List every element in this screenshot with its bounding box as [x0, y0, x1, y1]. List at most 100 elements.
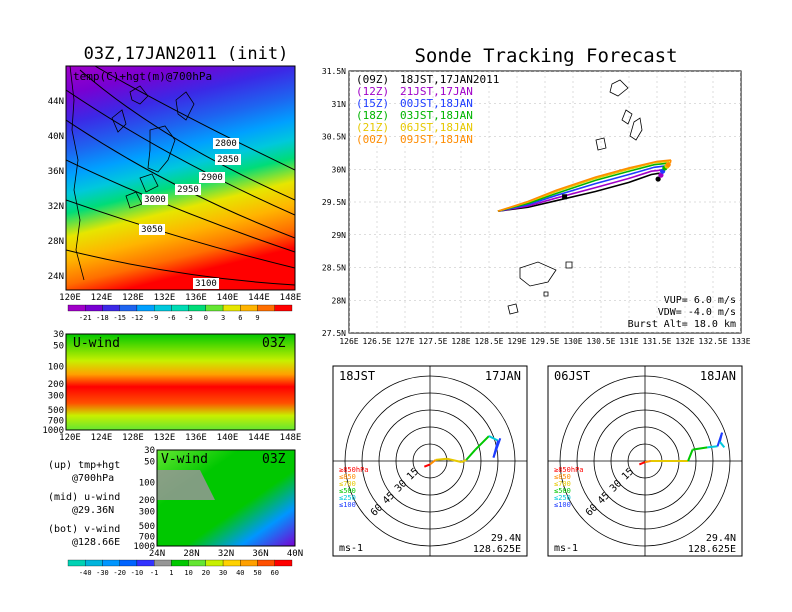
temp-field [66, 66, 295, 290]
hodo-left-date: 17JAN [485, 369, 521, 383]
u-lon-label: 124E [91, 433, 113, 443]
note-mid-2: @29.36N [72, 505, 114, 516]
legend-code: (09Z) [356, 73, 389, 86]
temp-lon-label: 124E [91, 293, 113, 303]
hodo-segment [644, 460, 651, 464]
wind-colorbar-swatch [257, 559, 275, 567]
hodo-level-legend: ≤500 [554, 487, 571, 495]
hodo-segment [423, 463, 431, 468]
track-lon-label: 133E [731, 337, 750, 346]
u-lon-label: 136E [185, 433, 207, 443]
wind-colorbar-swatch [119, 559, 138, 567]
u-level-label: 300 [48, 391, 64, 401]
temp-lon-label: 132E [154, 293, 176, 303]
hodo-right-lat: 29.4N [706, 533, 736, 544]
temp-colorbar-swatch [102, 304, 120, 312]
temp-colorbar-swatch [240, 304, 258, 312]
contour-label-text: 2800 [215, 139, 237, 149]
wind-colorbar-label: 10 [184, 569, 192, 577]
wind-colorbar-label: -30 [96, 569, 109, 577]
v-level-label: 30 [144, 446, 155, 456]
u-lon-label: 120E [59, 433, 81, 443]
u-lon-label: 128E [122, 433, 144, 443]
side-notes: (up) tmp+hgt @700hPa (mid) u-wind @29.36… [48, 460, 120, 548]
wind-colorbar-label: -1 [150, 569, 158, 577]
temp-lon-label: 120E [59, 293, 81, 303]
legend-entry: (12Z) 21JST,17JAN [356, 85, 473, 98]
track-lon-label: 129.5E [531, 337, 560, 346]
temp-colorbar-swatch [171, 304, 189, 312]
hodo-level-legend: ≥850hPa [554, 466, 584, 474]
u-level-label: 100 [48, 363, 64, 373]
wind-colorbar-swatch [171, 559, 189, 567]
temp-colorbar-swatch [257, 304, 275, 312]
track-lon-label: 126.5E [363, 337, 392, 346]
tracking-params: VUP= 6.0 m/s VDW= -4.0 m/s Burst Alt= 18… [628, 295, 736, 330]
contour-label: 3000 [142, 194, 168, 205]
wind-colorbar-swatch [274, 559, 293, 567]
v-lat-label: 24N [149, 549, 165, 559]
temp-colorbar-label: -9 [150, 314, 158, 322]
wind-colorbar-swatch [188, 559, 206, 567]
hodo-left-time: 18JST [339, 369, 375, 383]
legend-time: 03JST,18JAN [400, 109, 473, 122]
temp-colorbar-label: -21 [79, 314, 92, 322]
v-level-label: 200 [139, 496, 155, 506]
track-lon-label: 130E [563, 337, 582, 346]
hodo-segment [446, 457, 462, 464]
hodo-level-legend: ≤100 [339, 501, 356, 509]
wind-colorbar-swatch [102, 559, 120, 567]
u-wind-lon-labels: 120E 124E 128E 132E 136E 140E 144E 148E [59, 433, 301, 443]
track-lat-label: 28.5N [322, 264, 346, 273]
wind-colorbar-swatch [67, 559, 86, 567]
track-lat-label: 30N [332, 165, 347, 174]
temp-colorbar-swatch [154, 304, 172, 312]
temp-colorbar-swatch [67, 304, 86, 312]
note-bot-1: (bot) v-wind [48, 524, 120, 535]
u-wind-frame [65, 333, 296, 431]
temp-colorbar-label: -3 [184, 314, 192, 322]
track-lon-label: 128E [451, 337, 470, 346]
hodo-right-unit: ms-1 [554, 543, 578, 554]
legend-time: 06JST,18JAN [400, 121, 473, 134]
hodo-segment [718, 432, 724, 442]
wind-colorbar-swatch [240, 559, 258, 567]
hodo-level-legend: ≤100 [554, 501, 571, 509]
track-lat-label: 31N [332, 100, 347, 109]
u-level-label: 500 [48, 406, 64, 416]
track-lat-label: 31.5N [322, 67, 346, 76]
temp-colorbar-label: 6 [238, 314, 242, 322]
v-lat-label: 36N [252, 549, 268, 559]
wind-colorbar-label: 40 [236, 569, 244, 577]
hodo-level-legend: ≥850hPa [339, 466, 369, 474]
track-ascent-path [497, 172, 660, 212]
v-wind-time: 03Z [262, 452, 286, 467]
temp-map-title: 03Z,17JAN2011 (init) [83, 44, 289, 64]
temp-colorbar-label: -6 [167, 314, 175, 322]
legend-entry: (18Z) 03JST,18JAN [356, 109, 473, 122]
temp-colorbar-swatch [188, 304, 206, 312]
hodo-right-date: 18JAN [700, 369, 736, 383]
tracking-paths [497, 159, 672, 212]
track-landing-point [655, 176, 661, 182]
v-level-label: 500 [139, 522, 155, 532]
vup-text: VUP= 6.0 m/s [664, 295, 736, 306]
tracking-lon-labels: 126E 126.5E 127E 127.5E 128E 128.5E 129E 129.5E… [339, 337, 750, 346]
legend-code: (00Z) [356, 133, 389, 146]
wind-colorbar-swatch [85, 559, 103, 567]
track-landing-point [665, 162, 671, 168]
wind-colorbar-swatch [136, 559, 155, 567]
track-ascent-path [497, 165, 666, 212]
track-lat-label: 30.5N [322, 133, 346, 142]
contour-label: 3100 [193, 278, 219, 289]
hodo-left-lon: 128.625E [473, 544, 521, 555]
v-wind-gray-area [157, 470, 215, 500]
temp-map-lat-labels: 44N 40N 36N 32N 28N 24N [48, 97, 64, 282]
wind-colorbar-label: 1 [169, 569, 173, 577]
temp-colorbar-label: 9 [255, 314, 259, 322]
track-lat-label: 29N [332, 231, 347, 240]
u-level-label: 1000 [42, 426, 64, 436]
